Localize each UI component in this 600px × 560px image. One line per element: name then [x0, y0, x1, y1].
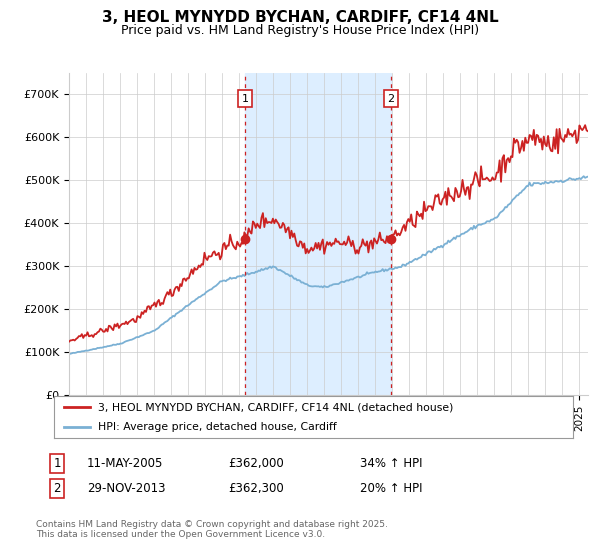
Text: 1: 1: [242, 94, 249, 104]
Text: 11-MAY-2005: 11-MAY-2005: [87, 457, 163, 470]
Text: Contains HM Land Registry data © Crown copyright and database right 2025.
This d: Contains HM Land Registry data © Crown c…: [36, 520, 388, 539]
Text: 2: 2: [387, 94, 394, 104]
Text: £362,000: £362,000: [228, 457, 284, 470]
Text: 3, HEOL MYNYDD BYCHAN, CARDIFF, CF14 4NL: 3, HEOL MYNYDD BYCHAN, CARDIFF, CF14 4NL: [101, 10, 499, 25]
Text: 20% ↑ HPI: 20% ↑ HPI: [360, 482, 422, 495]
Text: 2: 2: [53, 482, 61, 495]
Text: HPI: Average price, detached house, Cardiff: HPI: Average price, detached house, Card…: [98, 422, 337, 432]
Text: 34% ↑ HPI: 34% ↑ HPI: [360, 457, 422, 470]
Text: 29-NOV-2013: 29-NOV-2013: [87, 482, 166, 495]
Text: 3, HEOL MYNYDD BYCHAN, CARDIFF, CF14 4NL (detached house): 3, HEOL MYNYDD BYCHAN, CARDIFF, CF14 4NL…: [98, 402, 454, 412]
Bar: [245, 73, 391, 395]
Text: 1: 1: [53, 457, 61, 470]
Text: Price paid vs. HM Land Registry's House Price Index (HPI): Price paid vs. HM Land Registry's House …: [121, 24, 479, 36]
Text: £362,300: £362,300: [228, 482, 284, 495]
